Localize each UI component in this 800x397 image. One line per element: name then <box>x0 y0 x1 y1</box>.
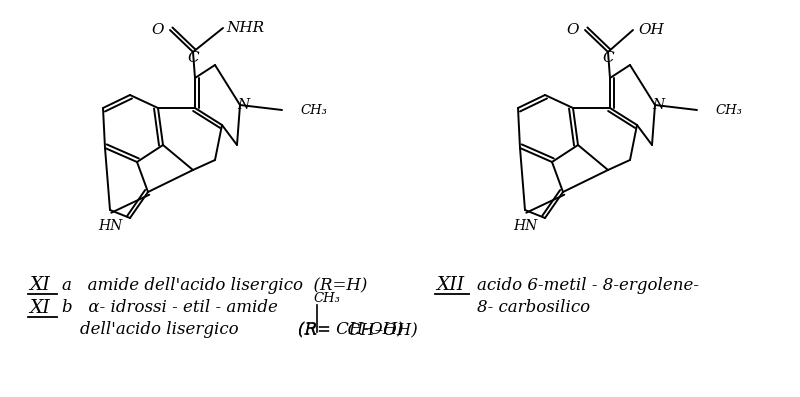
Text: CH₃: CH₃ <box>313 291 340 304</box>
Text: XII: XII <box>436 276 464 294</box>
Text: O: O <box>566 23 579 37</box>
Text: N: N <box>652 98 664 112</box>
Text: XI: XI <box>29 276 50 294</box>
Text: OH: OH <box>638 23 664 37</box>
Text: a   amide dell'acido lisergico  (R=H): a amide dell'acido lisergico (R=H) <box>62 276 367 293</box>
Text: O: O <box>152 23 164 37</box>
Text: (R= CH-OH): (R= CH-OH) <box>298 322 404 339</box>
Text: HN: HN <box>513 219 537 233</box>
Text: b   α- idrossi - etil - amide: b α- idrossi - etil - amide <box>62 299 278 316</box>
Text: CH₃: CH₃ <box>715 104 742 116</box>
Text: N: N <box>237 98 249 112</box>
Text: NHR: NHR <box>226 21 264 35</box>
Text: C: C <box>602 51 614 65</box>
Text: acido 6-metil - 8-ergolene-: acido 6-metil - 8-ergolene- <box>477 276 699 293</box>
Text: dell'acido lisergico: dell'acido lisergico <box>80 322 238 339</box>
Text: C: C <box>187 51 199 65</box>
Text: (R= CH–OH): (R= CH–OH) <box>298 322 418 339</box>
Text: XI: XI <box>29 299 50 317</box>
Text: 8- carbosilico: 8- carbosilico <box>477 299 590 316</box>
Text: CH₃: CH₃ <box>300 104 327 116</box>
Text: HN: HN <box>98 219 122 233</box>
